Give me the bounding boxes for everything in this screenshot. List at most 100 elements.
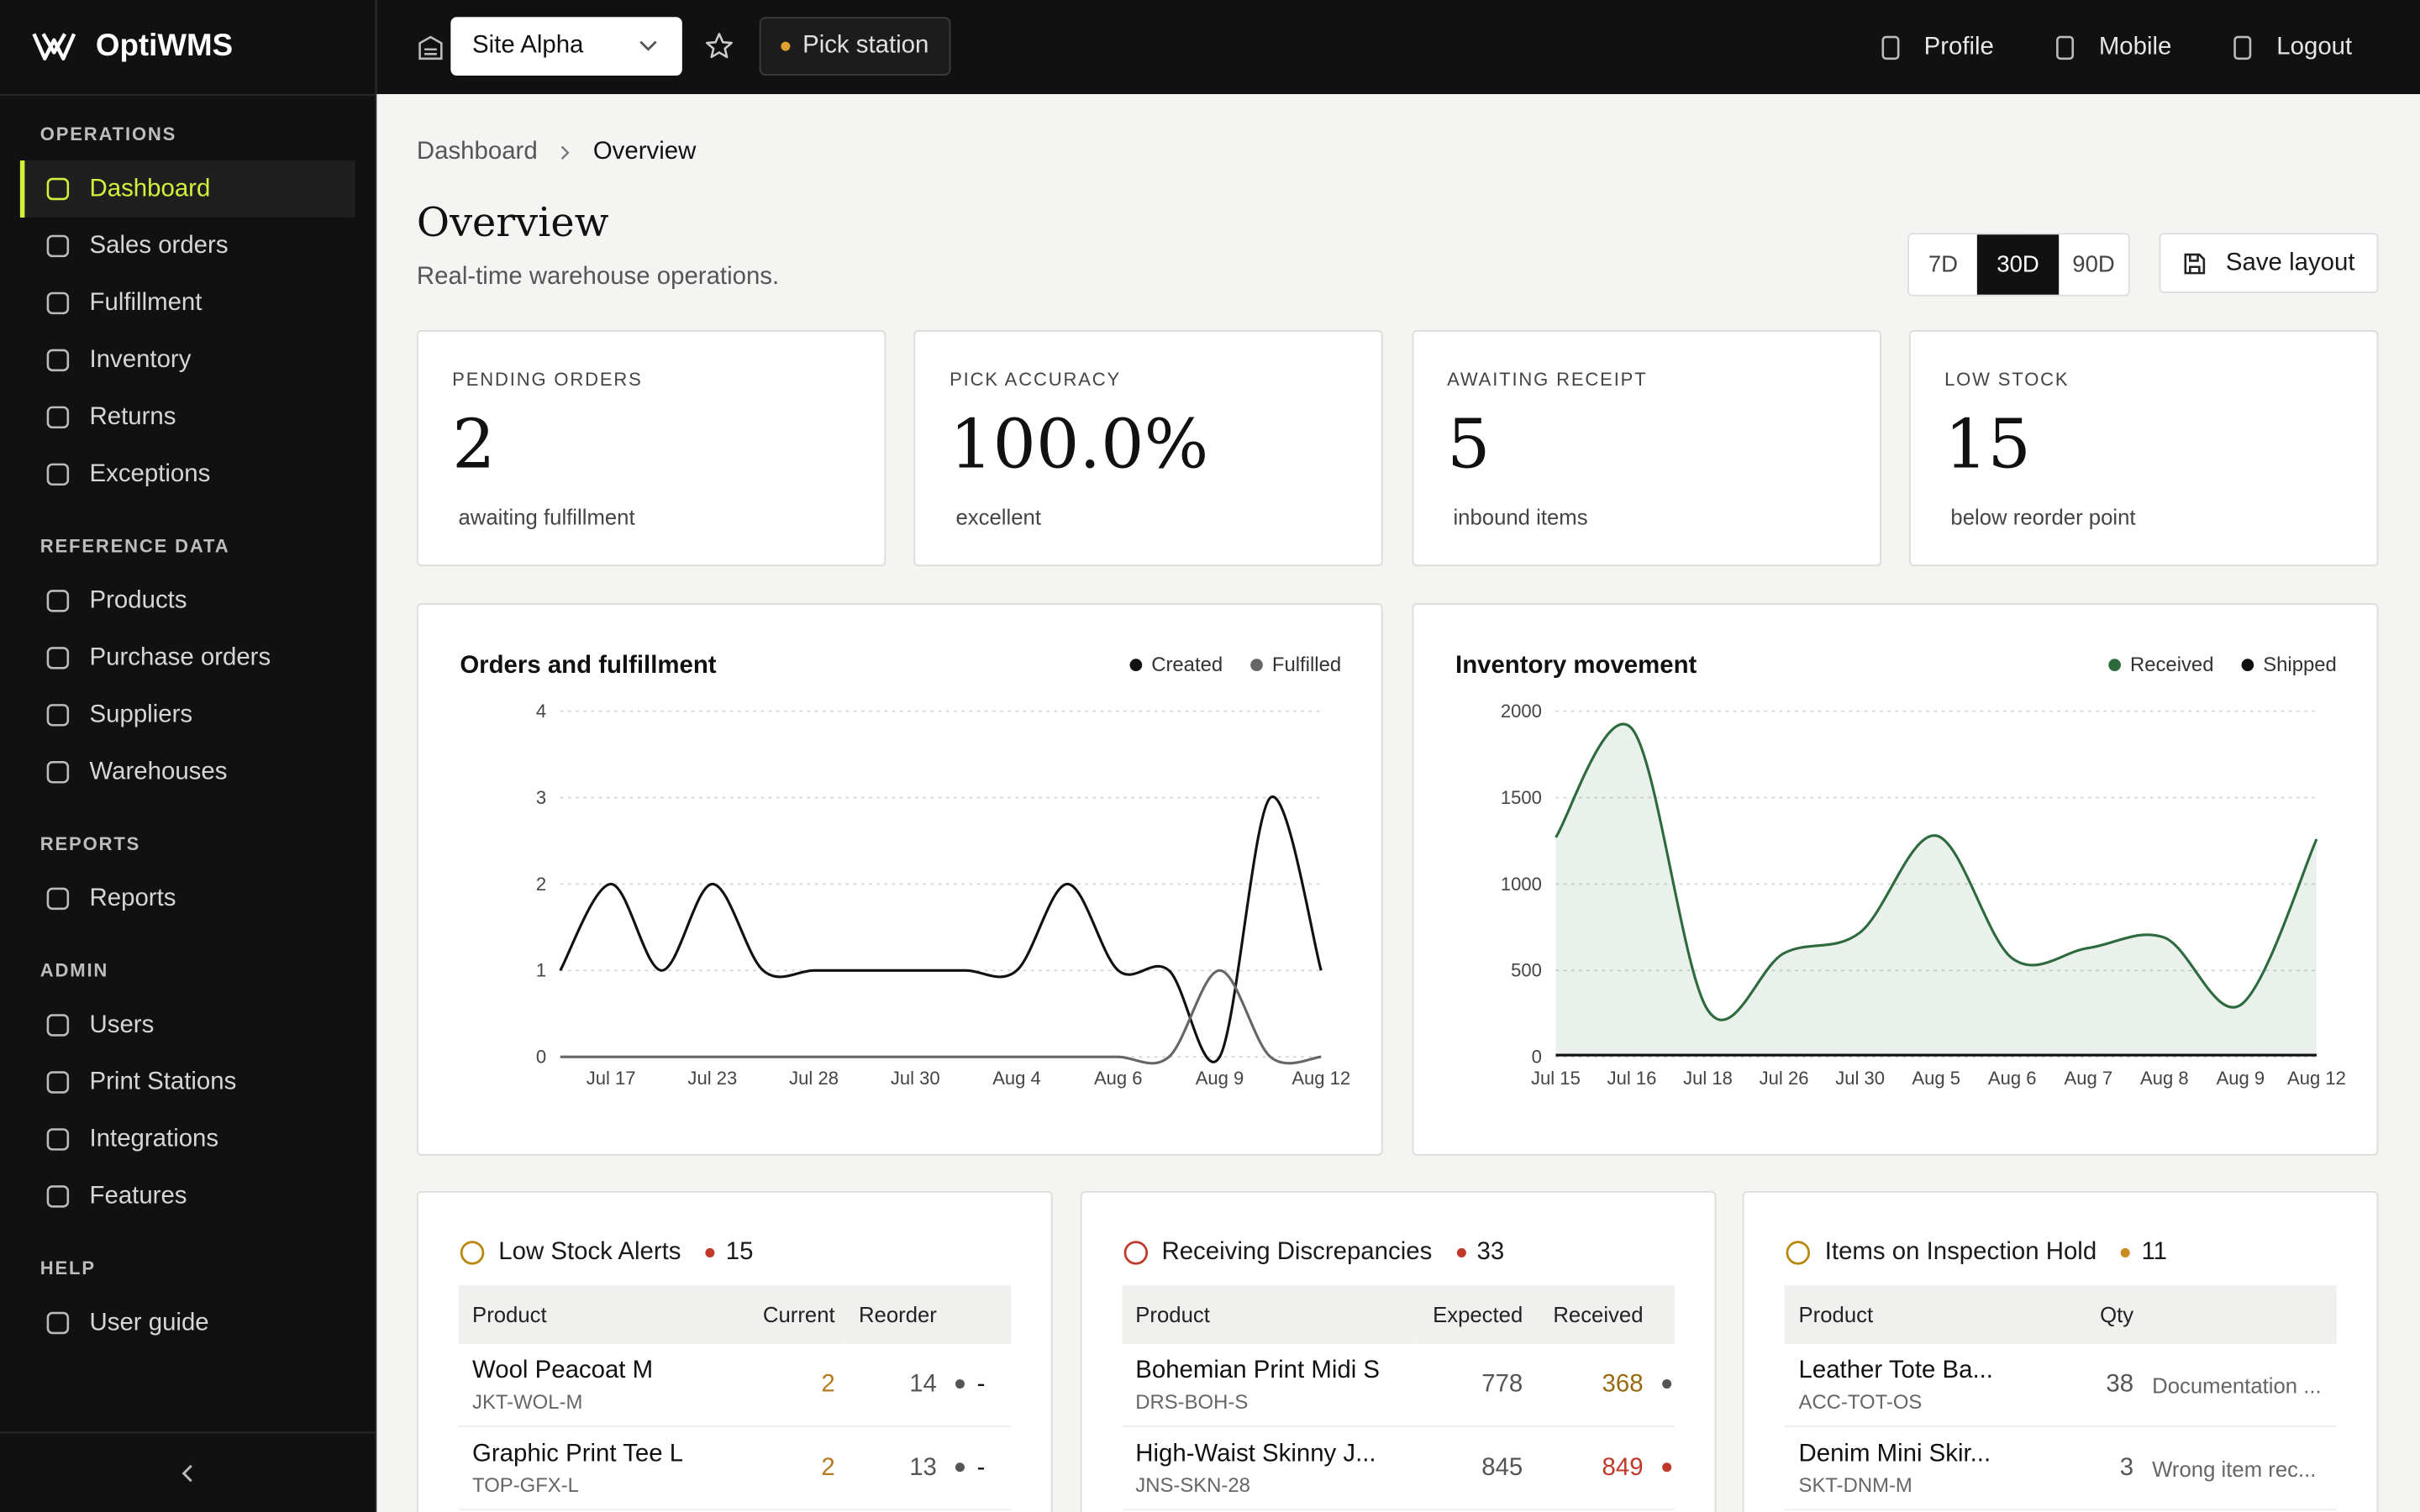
chart-card: 0 1 2 3 4 Jul 17 Jul 23 Jul 28 Jul 30 Aug 4 Aug 6 A…: [416, 603, 1383, 1156]
crumb[interactable]: Dashboard: [416, 139, 538, 165]
cell: 2: [751, 1343, 844, 1427]
nav-item[interactable]: Exceptions: [20, 446, 355, 503]
table-row[interactable]: Wool Peacoat M JKT-WOL-M 2 14 -: [458, 1343, 1012, 1427]
nav-item[interactable]: Reports: [20, 870, 355, 927]
page-subtitle: Real-time warehouse operations.: [416, 264, 780, 291]
nav-item[interactable]: Integrations: [20, 1110, 355, 1168]
nav-item[interactable]: Print Stations: [20, 1053, 355, 1110]
nav-item[interactable]: Fulfillment: [20, 275, 355, 332]
icon-shape: [46, 761, 70, 784]
count-dot: [705, 1247, 715, 1257]
nav-icon: [46, 1128, 70, 1151]
kpi-value: 2: [452, 406, 496, 485]
kpi-card: AWAITING RECEIPT 5 inbound items: [1411, 330, 1881, 567]
x-tick-label: Jul 15: [1530, 1068, 1580, 1089]
table-header: Receiving Discrepancies 33: [1122, 1239, 1504, 1267]
station-button[interactable]: Pick station: [759, 17, 951, 76]
kpi-card: PICK ACCURACY 100.0% excellent: [913, 330, 1384, 567]
table-title: Receiving Discrepancies: [1161, 1238, 1433, 1266]
status-dot: [955, 1462, 965, 1473]
icon-shape: [460, 1241, 485, 1265]
y-tick-label: 4: [536, 701, 546, 722]
nav-label: Fulfillment: [89, 289, 203, 316]
cell: 2: [751, 1426, 844, 1511]
nav-item[interactable]: User guide: [20, 1294, 355, 1352]
divider: [0, 94, 376, 96]
table-row[interactable]: High-Waist Skinny J... JNS-SKN-28 845 849: [1121, 1426, 1675, 1511]
sku: JNS-SKN-28: [1135, 1473, 1250, 1496]
icon-shape: [46, 1311, 70, 1335]
nav-icon: [46, 1014, 70, 1037]
nav-item[interactable]: Inventory: [20, 332, 355, 389]
status-cell: [1652, 1343, 1675, 1427]
column-header: Reorder: [844, 1285, 946, 1344]
x-tick-label: Jul 16: [1607, 1068, 1656, 1089]
count-dot: [2121, 1247, 2131, 1257]
table-row[interactable]: Bohemian Print Midi S DRS-BOH-S 778 368: [1121, 1343, 1675, 1427]
range-toggle: 7D 30D 90D: [1907, 233, 2130, 297]
range-button[interactable]: 30D: [1976, 234, 2060, 295]
nav-item[interactable]: Purchase orders: [20, 629, 355, 686]
table-header: Items on Inspection Hold 11: [1785, 1239, 2167, 1267]
top-link[interactable]: Logout: [2230, 33, 2352, 60]
site-select[interactable]: Site Alpha: [450, 17, 682, 76]
nav: OPERATIONS Dashboard Sales orders Fulfillme…: [19, 108, 355, 1352]
page-title: Overview: [416, 200, 609, 247]
cell: Documentation ...: [2143, 1343, 2338, 1427]
y-tick-label: 0: [1531, 1047, 1541, 1068]
icon-shape: [46, 291, 70, 315]
nav-icon: [46, 887, 70, 911]
table-header: Low Stock Alerts 15: [459, 1238, 753, 1267]
x-tick-label: Aug 12: [1292, 1068, 1350, 1089]
nav-item[interactable]: Dashboard: [19, 160, 355, 218]
save-label: Save layout: [2225, 249, 2355, 276]
range-button[interactable]: 90D: [2072, 251, 2115, 278]
warehouse-icon: [418, 35, 443, 60]
table-title: Low Stock Alerts: [498, 1238, 681, 1266]
sku: ACC-TOT-OS: [1798, 1389, 1923, 1413]
column-header: Shortfall: [945, 1285, 1012, 1344]
breadcrumb: Dashboard Overview: [417, 139, 696, 166]
star[interactable]: [704, 31, 735, 62]
product-name: Wool Peacoat M: [472, 1357, 654, 1383]
x-tick-label: Aug 4: [992, 1068, 1041, 1089]
icon-shape: [1786, 1241, 1811, 1265]
legend-swatch: [2240, 659, 2254, 671]
column-header: Product: [1784, 1285, 2072, 1344]
section-label: ADMIN: [39, 959, 109, 982]
status-cell: [1652, 1426, 1675, 1511]
table-row[interactable]: Graphic Print Tee L TOP-GFX-L 2 13 -: [458, 1426, 1012, 1511]
nav-item[interactable]: Users: [20, 997, 355, 1054]
table-row[interactable]: Leather Tote Ba... ACC-TOT-OS 38 Documentat…: [1784, 1343, 2338, 1427]
table-row[interactable]: Denim Mini Skir... SKT-DNM-M 3 Wrong item r…: [1784, 1426, 2338, 1511]
range-button[interactable]: 7D: [1928, 251, 1959, 278]
legend-label: Fulfilled: [1272, 654, 1341, 676]
nav-item[interactable]: Sales orders: [20, 218, 355, 275]
nav-icon: [46, 1185, 70, 1208]
chart-title: Inventory movement: [1455, 651, 1697, 679]
legend-label: Shipped: [2262, 654, 2336, 676]
kpi-note: below reorder point: [1950, 504, 2136, 530]
nav-icon: [46, 406, 70, 429]
logo: [32, 33, 76, 61]
icon-shape: [2055, 34, 2074, 60]
nav-item[interactable]: Warehouses: [20, 743, 355, 801]
nav-item[interactable]: Suppliers: [20, 686, 355, 743]
nav-item[interactable]: Returns: [20, 389, 355, 446]
nav-item[interactable]: Features: [20, 1168, 355, 1225]
top-link[interactable]: Mobile: [2053, 33, 2171, 60]
station-name: Pick station: [802, 32, 929, 59]
series-line: [1554, 722, 2317, 1021]
collapse[interactable]: [0, 1431, 376, 1512]
brand[interactable]: OptiWMS: [31, 24, 233, 67]
chart: 0 1 2 3 4 Jul 17 Jul 23 Jul 28 Jul 30 Aug 4 Aug 6 A…: [460, 651, 1350, 1089]
section-label: OPERATIONS: [39, 123, 177, 145]
top-link[interactable]: Profile: [1878, 33, 1994, 60]
save-layout[interactable]: Save layout: [2159, 233, 2379, 293]
nav-label: Purchase orders: [89, 643, 271, 671]
nav-item[interactable]: Products: [20, 572, 355, 629]
y-tick-label: 1500: [1500, 787, 1541, 808]
column-header: Qty: [2071, 1285, 2144, 1344]
status-dot: [955, 1379, 965, 1389]
